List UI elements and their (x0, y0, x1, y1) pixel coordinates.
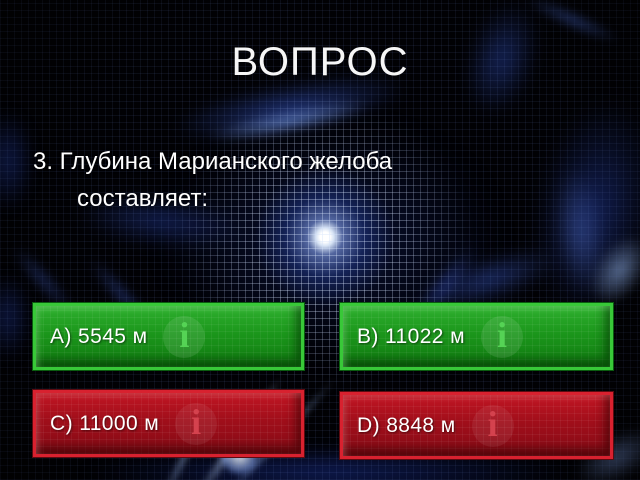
answer-button-c[interactable]: C) 11000 м i (33, 390, 304, 457)
answer-label-b: B) 11022 м (357, 324, 465, 348)
slide-title: ВОПРОС (231, 40, 409, 84)
info-icon[interactable]: i (163, 315, 206, 358)
info-icon-glyph: i (191, 402, 202, 442)
question-text: 3. Глубина Марианского желоба составляет… (33, 143, 392, 217)
answer-button-b[interactable]: B) 11022 м i (340, 303, 613, 370)
star-glow (245, 157, 405, 317)
info-icon[interactable]: i (480, 315, 523, 358)
answer-button-d[interactable]: D) 8848 м i (340, 392, 613, 459)
answer-label-c: C) 11000 м (50, 411, 160, 435)
info-icon[interactable]: i (175, 402, 218, 445)
question-line-1: 3. Глубина Марианского желоба (33, 148, 393, 175)
info-icon[interactable]: i (471, 404, 514, 447)
info-icon-glyph: i (496, 315, 507, 355)
info-icon-glyph: i (487, 404, 498, 444)
question-line-2: составляет: (77, 185, 209, 212)
answer-label-a: A) 5545 м (50, 324, 148, 348)
info-icon-glyph: i (179, 315, 190, 355)
answer-label-d: D) 8848 м (357, 413, 456, 437)
answer-button-a[interactable]: A) 5545 м i (33, 303, 304, 370)
